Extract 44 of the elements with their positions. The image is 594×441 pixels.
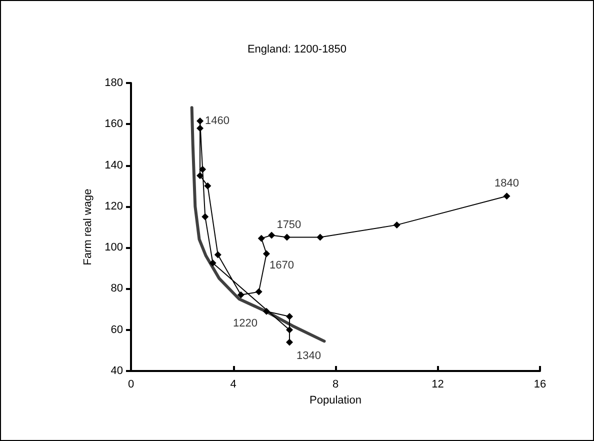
y-tick-label: 80: [110, 282, 123, 295]
point: [283, 234, 290, 241]
point: [286, 338, 293, 346]
annotation: 1460: [205, 115, 230, 128]
point: [196, 172, 204, 180]
annotation: 1670: [269, 260, 294, 272]
point: [255, 288, 262, 296]
point: [214, 251, 222, 258]
annotation: 1340: [296, 350, 321, 362]
point: [202, 213, 209, 220]
point: [503, 192, 510, 200]
chart-title: England: 1200-1850: [247, 44, 347, 56]
x-tick-label: 4: [230, 378, 236, 390]
y-tick-label: 120: [104, 200, 123, 212]
point: [286, 326, 293, 334]
point: [196, 124, 204, 132]
x-tick-label: 8: [332, 378, 339, 390]
y-tick-label: 160: [104, 118, 123, 130]
x-axis-title: Population: [310, 394, 362, 406]
x-tick-label: 12: [432, 378, 444, 390]
point: [204, 182, 212, 190]
point: [268, 232, 276, 239]
y-tick-label: 40: [110, 365, 123, 377]
point: [286, 312, 293, 320]
y-tick-label: 180: [104, 77, 123, 89]
point: [258, 234, 265, 242]
x-tick-label: 16: [534, 378, 546, 390]
point: [393, 221, 400, 228]
y-tick-label: 60: [110, 324, 123, 336]
y-tick-label: 100: [104, 242, 123, 254]
point: [196, 118, 204, 125]
point: [209, 260, 216, 266]
point: [262, 308, 270, 315]
point: [199, 166, 206, 173]
annotation: 1220: [232, 317, 258, 330]
point: [316, 234, 324, 241]
line-series: [190, 106, 326, 343]
y-tick-label: 140: [104, 159, 123, 172]
y-axis-title: Farm real wage: [82, 188, 94, 266]
annotation: 1750: [276, 218, 302, 231]
point: [262, 250, 270, 258]
point: [237, 291, 244, 298]
x-tick-label: 0: [128, 378, 134, 390]
annotation: 1840: [494, 178, 520, 190]
